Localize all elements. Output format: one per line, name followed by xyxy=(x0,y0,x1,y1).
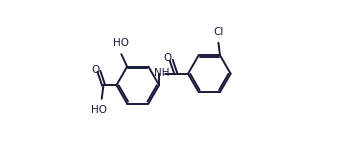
Text: HO: HO xyxy=(113,38,129,48)
Text: O: O xyxy=(91,65,100,75)
Text: O: O xyxy=(164,53,172,63)
Text: HO: HO xyxy=(91,105,107,115)
Text: Cl: Cl xyxy=(213,27,224,37)
Text: NH: NH xyxy=(154,68,169,78)
